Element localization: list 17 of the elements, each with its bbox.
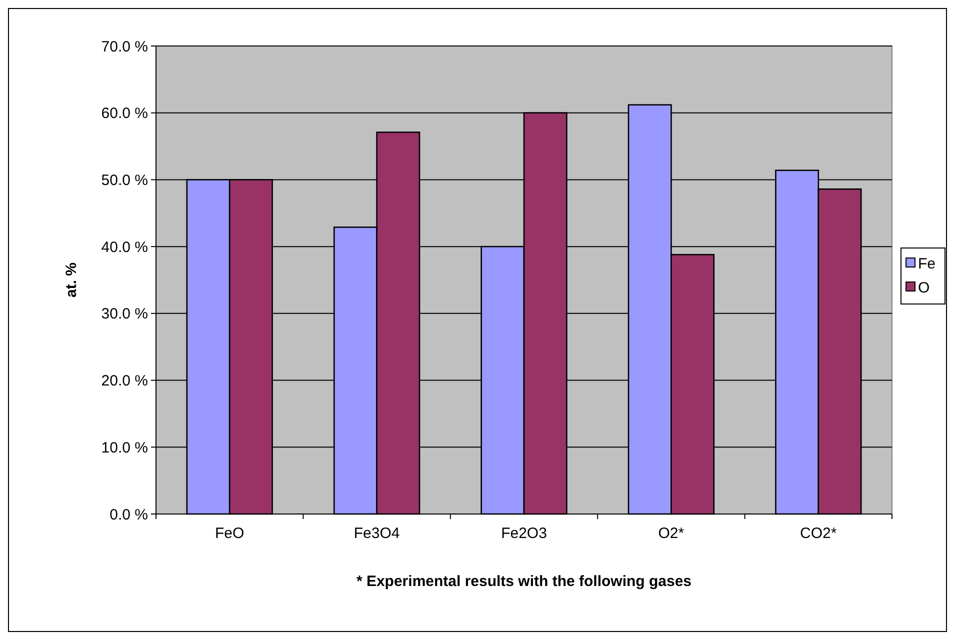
x-tick-label: FeO (215, 525, 244, 542)
y-axis-title: at. % (63, 262, 80, 298)
y-tick-label: 30.0 % (101, 306, 148, 323)
x-tick-label: O2* (658, 525, 684, 542)
x-axis-title: * Experimental results with the following gases (356, 573, 692, 590)
y-tick-label: 50.0 % (101, 172, 148, 189)
y-tick-label: 20.0 % (101, 372, 148, 390)
y-tick-label: 70.0 % (101, 38, 148, 56)
y-tick-label: 40.0 % (101, 238, 148, 256)
x-tick-label: Fe2O3 (501, 525, 547, 542)
y-tick-label: 60.0 % (101, 105, 148, 122)
y-tick-label: 0.0 % (110, 506, 148, 524)
x-tick-label: Fe3O4 (354, 525, 400, 542)
legend-label: O (918, 279, 930, 296)
x-tick-label: CO2* (800, 525, 837, 542)
y-tick-label: 10.0 % (101, 439, 148, 456)
legend-label: Fe (918, 255, 936, 272)
